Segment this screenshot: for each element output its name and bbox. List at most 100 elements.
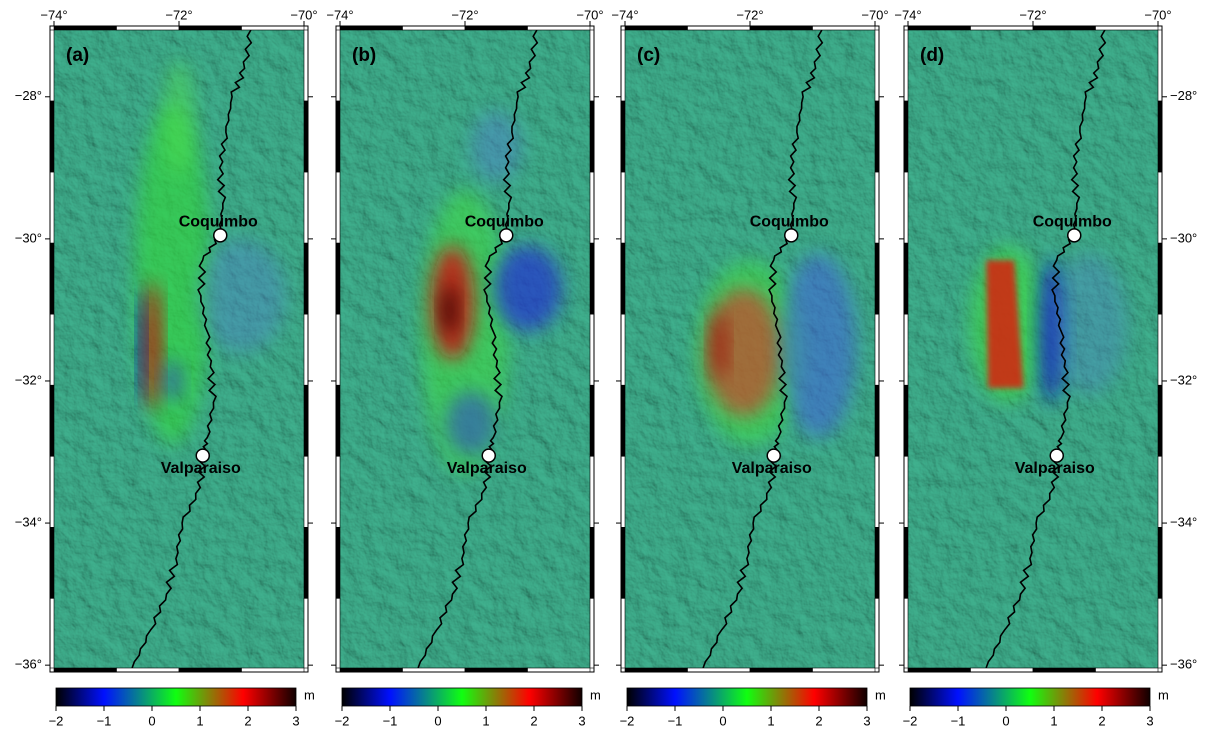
- frame: [813, 668, 876, 672]
- lon-tick-label: −70°: [861, 7, 888, 22]
- frame: [50, 598, 54, 668]
- frame: [304, 527, 308, 598]
- frame: [336, 598, 340, 668]
- figure: −74°−72°−70°−28°−30°−32°−34°−36°(a)Coqui…: [0, 0, 1209, 738]
- lon-tick-label: −72°: [1019, 7, 1046, 22]
- frame: [621, 30, 625, 101]
- lon-tick-label: −70°: [576, 7, 603, 22]
- frame: [336, 243, 340, 314]
- anomaly: [198, 239, 286, 353]
- frame: [904, 172, 908, 243]
- lon-tick-label: −74°: [611, 7, 638, 22]
- city-marker: [214, 229, 227, 242]
- anomaly: [711, 310, 726, 381]
- colorbar-tick-label: −2: [903, 713, 918, 728]
- frame: [304, 101, 308, 172]
- frame: [1158, 30, 1162, 101]
- colorbar-tick-label: 1: [767, 713, 774, 728]
- colorbar-unit: m: [1158, 687, 1169, 702]
- colorbar-tick-label: 0: [1002, 713, 1009, 728]
- frame: [528, 668, 591, 672]
- anomaly: [163, 360, 182, 403]
- frame: [304, 243, 308, 314]
- frame: [813, 26, 876, 30]
- city-label: Valparaiso: [1015, 460, 1095, 477]
- anomaly: [145, 282, 160, 410]
- frame: [1096, 668, 1159, 672]
- colorbar: [627, 688, 867, 706]
- lat-tick-label: −34°: [1170, 515, 1197, 530]
- map-area: [340, 30, 590, 668]
- colorbar-tick-label: 3: [578, 713, 585, 728]
- frame: [1158, 314, 1162, 385]
- frame: [304, 30, 308, 101]
- frame: [1033, 26, 1096, 30]
- frame: [590, 385, 594, 456]
- frame: [50, 30, 54, 101]
- frame: [336, 527, 340, 598]
- frame: [1158, 456, 1162, 527]
- frame: [336, 172, 340, 243]
- lat-tick-label: −30°: [1170, 230, 1197, 245]
- frame: [875, 598, 879, 668]
- frame: [904, 456, 908, 527]
- frame: [904, 101, 908, 172]
- colorbar-tick-label: −2: [335, 713, 350, 728]
- colorbar-unit: m: [590, 687, 601, 702]
- frame: [875, 101, 879, 172]
- frame: [403, 26, 466, 30]
- colorbar-tick-label: −1: [383, 713, 398, 728]
- lon-tick-label: −72°: [451, 7, 478, 22]
- colorbar-tick-label: 3: [1146, 713, 1153, 728]
- frame: [590, 172, 594, 243]
- frame: [688, 26, 751, 30]
- frame: [625, 26, 688, 30]
- frame: [750, 26, 813, 30]
- frame: [336, 385, 340, 456]
- frame: [875, 243, 879, 314]
- frame: [590, 314, 594, 385]
- frame: [1158, 172, 1162, 243]
- frame: [50, 172, 54, 243]
- colorbar-tick-label: −2: [620, 713, 635, 728]
- frame: [621, 314, 625, 385]
- city-marker: [500, 229, 513, 242]
- frame: [117, 668, 180, 672]
- map-area: [54, 30, 304, 668]
- frame: [50, 385, 54, 456]
- city-marker: [785, 229, 798, 242]
- frame: [621, 172, 625, 243]
- anomaly: [442, 285, 457, 335]
- colorbar-tick-label: 3: [863, 713, 870, 728]
- city-label: Coquimbo: [750, 214, 829, 231]
- frame: [621, 101, 625, 172]
- colorbar-tick-label: 2: [244, 713, 251, 728]
- city-label: Valparaiso: [732, 460, 812, 477]
- city-label: Valparaiso: [161, 460, 241, 477]
- frame: [179, 668, 242, 672]
- panel-label: (d): [920, 45, 944, 66]
- frame: [179, 26, 242, 30]
- lat-tick-label: −34°: [15, 515, 42, 530]
- colorbar-tick-label: −1: [97, 713, 112, 728]
- lat-tick-label: −30°: [15, 230, 42, 245]
- lon-tick-label: −72°: [736, 7, 763, 22]
- frame: [621, 527, 625, 598]
- lat-tick-label: −32°: [15, 372, 42, 387]
- frame: [242, 26, 305, 30]
- frame: [904, 527, 908, 598]
- colorbar-tick-label: −1: [668, 713, 683, 728]
- map-area: [625, 30, 875, 668]
- city-label: Coquimbo: [465, 214, 544, 231]
- frame: [875, 172, 879, 243]
- colorbar-tick-label: 2: [1098, 713, 1105, 728]
- frame: [528, 26, 591, 30]
- frame: [621, 598, 625, 668]
- colorbar-tick-label: 1: [482, 713, 489, 728]
- city-label: Coquimbo: [1033, 214, 1112, 231]
- frame: [50, 101, 54, 172]
- colorbar-tick-label: −2: [49, 713, 64, 728]
- city-marker: [1068, 229, 1081, 242]
- frame: [904, 314, 908, 385]
